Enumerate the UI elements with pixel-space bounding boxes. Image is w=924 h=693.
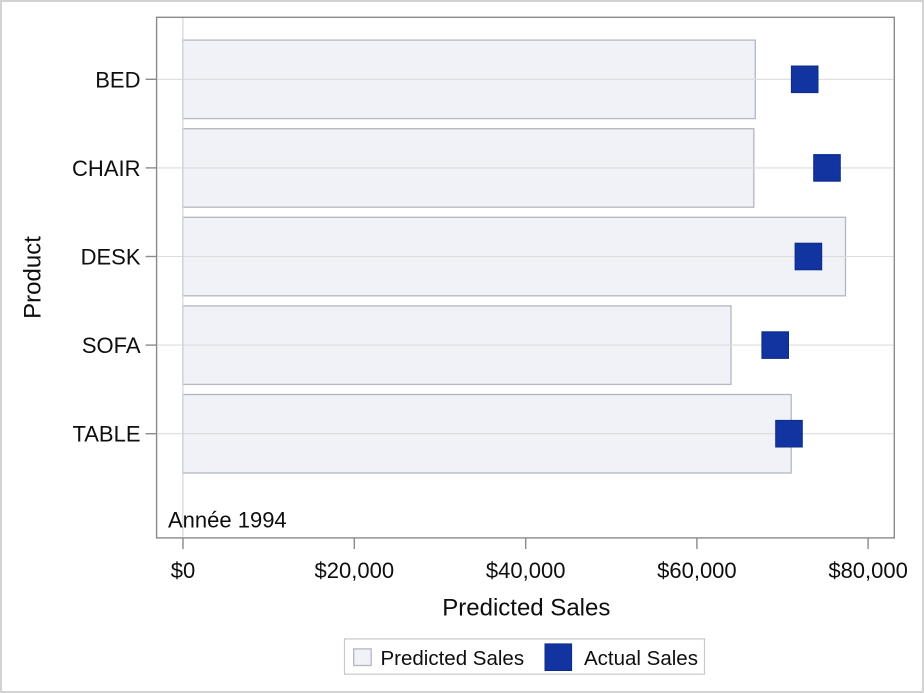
svg-text:Predicted Sales: Predicted Sales [381, 647, 525, 670]
svg-text:$0: $0 [171, 558, 195, 583]
svg-text:Product: Product [19, 236, 46, 319]
svg-text:Année 1994: Année 1994 [168, 508, 287, 533]
svg-text:$20,000: $20,000 [315, 558, 395, 583]
svg-text:$80,000: $80,000 [828, 558, 908, 583]
svg-text:CHAIR: CHAIR [72, 156, 140, 181]
svg-text:TABLE: TABLE [72, 422, 140, 447]
svg-text:Predicted Sales: Predicted Sales [442, 594, 610, 621]
svg-text:SOFA: SOFA [82, 333, 141, 358]
svg-text:BED: BED [95, 67, 140, 92]
svg-text:$60,000: $60,000 [657, 558, 737, 583]
svg-text:Actual Sales: Actual Sales [584, 647, 698, 670]
svg-text:$40,000: $40,000 [486, 558, 566, 583]
svg-text:DESK: DESK [81, 245, 141, 270]
